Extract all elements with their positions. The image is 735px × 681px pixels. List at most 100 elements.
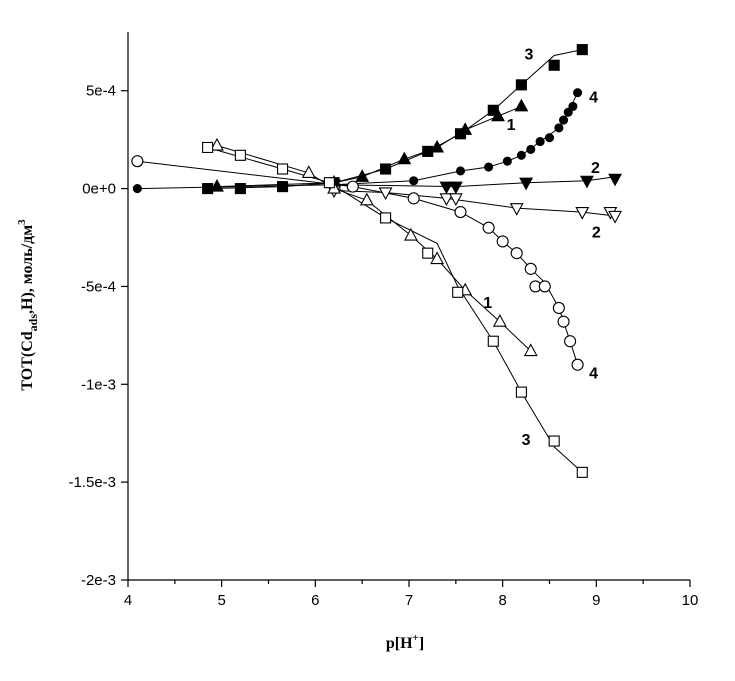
y-axis-title-sup: 3 — [16, 219, 28, 225]
data-point-proton-4 — [552, 301, 565, 315]
y-axis-title-sub: ads — [26, 314, 40, 332]
x-axis-title-main: p[H — [386, 635, 413, 652]
x-axis-title: p[H+] — [386, 632, 424, 652]
data-point-proton-1 — [210, 137, 224, 151]
data-point-proton-3 — [380, 212, 392, 224]
data-point-proton-4 — [407, 192, 420, 205]
axis-ticks: 4 5 6 7 8 9 10 5e-4 0e+0 -5e-4 -1e-3 -1.5e-3 -2e-3 — [68, 83, 698, 609]
data-point-proton-2 — [575, 207, 590, 220]
data-point-adsorbed-4 — [535, 137, 545, 147]
data-point-proton-4 — [496, 235, 509, 248]
curve-label: 2 — [591, 160, 600, 177]
series-lines — [137, 49, 616, 473]
data-point-adsorbed-4 — [516, 150, 526, 160]
curve-label: 1 — [507, 117, 516, 134]
x-tick-label: 5 — [217, 592, 225, 609]
data-point-adsorbed-4 — [455, 166, 466, 176]
plot-frame — [127, 32, 690, 581]
data-point-proton-3 — [548, 435, 560, 447]
data-point-adsorbed-1 — [355, 169, 370, 182]
curve-label: 3 — [522, 432, 531, 449]
series-line-adsorbed-3 — [207, 49, 583, 190]
data-point-proton-1 — [523, 343, 538, 357]
data-point-proton-3 — [323, 177, 335, 189]
data-point-adsorbed-2 — [448, 181, 463, 195]
curve-label: 4 — [589, 366, 598, 383]
data-point-adsorbed-4 — [526, 144, 536, 154]
y-axis-title-tail: ,H), моль/дм — [19, 225, 36, 314]
y-tick-label: -1e-3 — [81, 376, 116, 393]
data-point-proton-2 — [509, 203, 524, 216]
data-point-adsorbed-2 — [439, 181, 454, 195]
x-axis-title-sup: + — [413, 632, 419, 644]
data-point-adsorbed-4 — [132, 184, 142, 194]
y-tick-label: 5e-4 — [86, 83, 116, 100]
data-point-proton-4 — [571, 358, 584, 371]
data-point-proton-2 — [439, 193, 454, 207]
data-point-adsorbed-1 — [514, 98, 529, 112]
curve-label: 4 — [589, 90, 598, 107]
y-tick-label: -2e-3 — [81, 572, 116, 589]
data-point-adsorbed-3 — [234, 183, 246, 195]
data-point-proton-4 — [538, 280, 551, 293]
data-point-adsorbed-3 — [487, 104, 499, 116]
x-tick-label: 8 — [498, 592, 506, 609]
x-tick-label: 9 — [592, 592, 600, 609]
data-point-adsorbed-4 — [544, 133, 555, 143]
y-tick-label: -5e-4 — [81, 278, 116, 295]
data-point-proton-1 — [430, 251, 445, 265]
curve-label: 3 — [524, 47, 533, 64]
data-point-proton-3 — [452, 286, 464, 298]
y-tick-label: -1.5e-3 — [68, 474, 116, 491]
data-point-proton-2 — [448, 193, 463, 207]
data-point-adsorbed-4 — [409, 176, 419, 186]
series-line-adsorbed-4 — [137, 92, 579, 190]
data-point-adsorbed-3 — [454, 128, 467, 140]
curve-labels: 3 4 1 2 2 1 4 3 — [483, 47, 601, 450]
data-point-proton-4 — [482, 221, 495, 234]
data-point-proton-3 — [576, 466, 588, 478]
y-axis-title: TOT(Cdads,H), моль/дм3 — [16, 219, 40, 391]
data-point-adsorbed-3 — [276, 181, 289, 193]
data-point-proton-3 — [202, 141, 214, 154]
x-tick-label: 7 — [405, 592, 413, 609]
data-point-adsorbed-3 — [576, 44, 588, 56]
data-point-proton-1 — [301, 165, 316, 178]
data-point-adsorbed-4 — [554, 123, 564, 133]
data-point-adsorbed-4 — [573, 88, 583, 98]
data-point-proton-2 — [378, 187, 393, 201]
data-point-proton-2 — [608, 210, 622, 224]
data-point-proton-4 — [131, 155, 144, 168]
data-point-proton-4 — [510, 247, 523, 260]
series-markers — [131, 44, 622, 478]
data-point-adsorbed-4 — [563, 107, 573, 117]
series-line-proton-2 — [334, 190, 616, 217]
data-point-proton-3 — [234, 149, 246, 161]
data-point-adsorbed-2 — [580, 175, 594, 189]
data-point-proton-3 — [276, 163, 289, 175]
data-point-adsorbed-2 — [519, 177, 534, 191]
data-point-proton-1 — [359, 192, 374, 206]
data-point-adsorbed-4 — [558, 115, 569, 125]
y-axis-title-main: TOT(Cd — [19, 331, 36, 390]
curve-label: 2 — [592, 225, 601, 242]
data-point-adsorbed-3 — [548, 59, 560, 71]
x-tick-label: 10 — [682, 592, 699, 609]
data-point-adsorbed-4 — [484, 162, 494, 172]
series-line-adsorbed-1 — [216, 105, 522, 188]
data-point-adsorbed-4 — [502, 156, 512, 166]
data-point-proton-1 — [403, 227, 418, 241]
data-point-adsorbed-2 — [608, 173, 622, 187]
data-point-adsorbed-1 — [397, 151, 412, 165]
x-tick-label: 6 — [311, 592, 319, 609]
data-point-adsorbed-4 — [568, 101, 578, 111]
data-point-proton-3 — [515, 386, 527, 398]
x-axis-title-tail: ] — [419, 635, 424, 652]
series-line-adsorbed-2 — [334, 176, 616, 188]
x-tick-label: 4 — [124, 592, 132, 609]
data-point-adsorbed-3 — [515, 79, 527, 91]
data-point-adsorbed-1 — [210, 178, 224, 192]
series-line-proton-3 — [207, 147, 583, 473]
y-tick-label: 0e+0 — [82, 181, 116, 198]
data-point-proton-4 — [524, 262, 537, 275]
